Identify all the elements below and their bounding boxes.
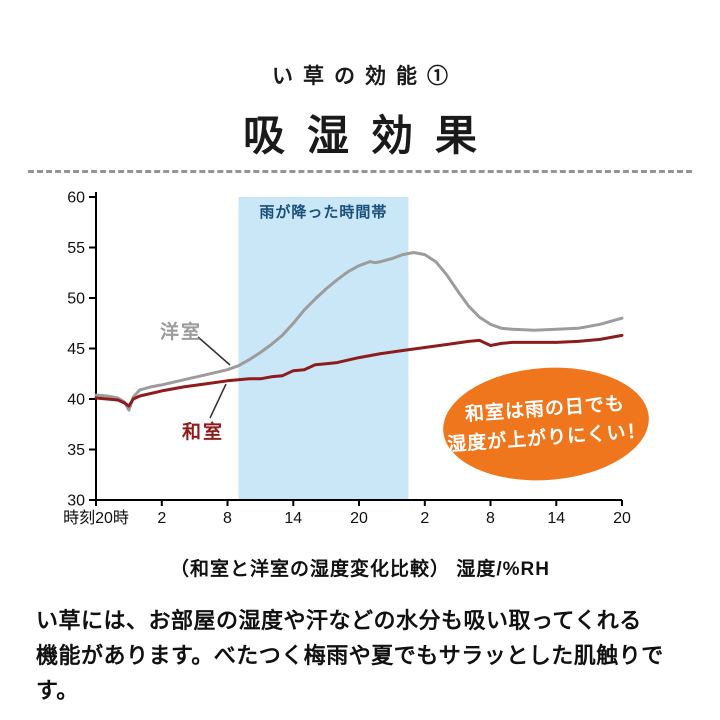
x-tick-label: 2 xyxy=(420,510,429,527)
y-tick-label: 60 xyxy=(67,190,85,207)
x-tick-label: 14 xyxy=(284,510,302,527)
x-tick-label: 時刻20時 xyxy=(63,509,129,527)
description-line1: い草には、お部屋の湿度や汗などの水分も吸い取ってくれる xyxy=(36,608,642,633)
x-tick-label: 8 xyxy=(486,510,495,527)
rain-period-label: 雨が降った時間帯 xyxy=(259,203,387,221)
humidity-chart: 雨が降った時間帯 60 55 50 45 40 35 30 時刻20時 2 8 14 20 2 8 14 20 洋… xyxy=(40,185,680,530)
x-tick-label: 14 xyxy=(547,510,565,527)
western-room-label: 洋室 xyxy=(160,320,202,343)
dashed-divider xyxy=(28,170,692,173)
western-room-pointer xyxy=(197,336,231,366)
y-tick-label: 30 xyxy=(67,493,85,510)
x-tick-label: 8 xyxy=(223,510,232,527)
description-text: い草には、お部屋の湿度や汗などの水分も吸い取ってくれる 機能があります。べたつく… xyxy=(36,603,690,708)
y-tick-label: 45 xyxy=(67,341,85,358)
western-room-line xyxy=(94,251,624,412)
page-subtitle: い草の効能① xyxy=(272,65,458,88)
x-tick-label: 20 xyxy=(350,510,368,527)
y-tick-label: 40 xyxy=(67,392,85,409)
y-tick-label: 55 xyxy=(67,240,85,257)
japanese-room-pointer xyxy=(209,383,227,419)
japanese-room-line xyxy=(94,333,624,408)
page-title: 吸湿効果 xyxy=(242,112,499,159)
chart-caption: （和室と洋室の湿度変化比較） 湿度/%RH xyxy=(170,559,550,580)
x-tick-label: 2 xyxy=(157,510,166,527)
japanese-room-label: 和室 xyxy=(182,420,224,443)
y-tick-label: 35 xyxy=(67,442,85,459)
x-tick-label: 20 xyxy=(613,510,631,527)
description-line2: 機能があります。べたつく梅雨や夏でもサラッとした肌触りです。 xyxy=(36,643,664,703)
y-tick-label: 50 xyxy=(67,291,85,308)
